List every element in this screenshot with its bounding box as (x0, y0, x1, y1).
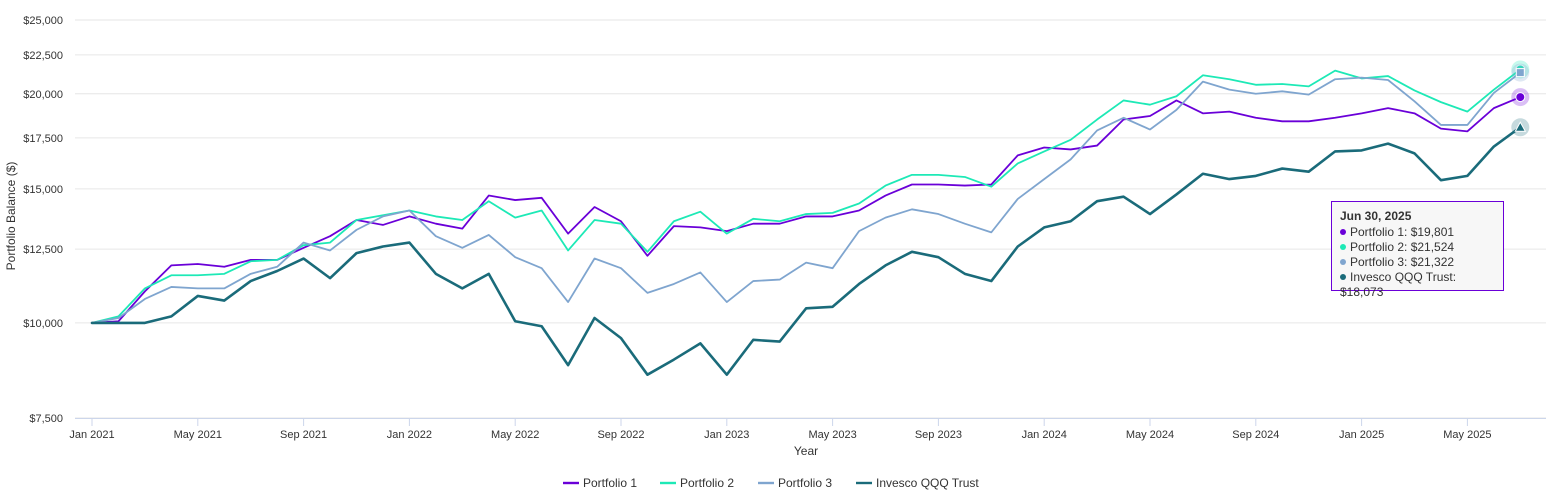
y-tick-label: $12,500 (23, 244, 63, 256)
tooltip-line-portfolio-2: Portfolio 2: $21,524 (1340, 240, 1495, 255)
x-tick-label: May 2022 (491, 429, 539, 441)
tooltip-text: Portfolio 1: $19,801 (1350, 225, 1455, 239)
marker-triangle-icon (1514, 121, 1527, 132)
x-tick-label: May 2023 (808, 429, 856, 441)
legend-label: Portfolio 1 (583, 476, 637, 490)
portfolio-2-dot-icon (1340, 243, 1346, 250)
y-tick-label: $20,000 (23, 89, 63, 101)
legend[interactable]: Portfolio 1 Portfolio 2 Portfolio 3 Invesco… (563, 476, 979, 490)
x-tick-label: May 2025 (1443, 429, 1491, 441)
series-line-invesco-qqq-trust (90, 125, 1522, 376)
tooltip-text: Invesco QQQ Trust: $18,073 (1340, 270, 1457, 299)
x-tick-label: Sep 2022 (597, 429, 644, 441)
y-tick-label: $17,500 (23, 133, 63, 145)
y-tick-label: $22,500 (23, 50, 63, 62)
tooltip-line-portfolio-3: Portfolio 3: $21,322 (1340, 255, 1495, 270)
y-tick-label: $10,000 (23, 318, 63, 330)
legend-item-invesco-qqq-trust[interactable]: Invesco QQQ Trust (856, 476, 979, 490)
series-line-portfolio-2 (91, 68, 1522, 324)
x-axis-title: Year (794, 444, 818, 458)
tooltip-line-portfolio-1: Portfolio 1: $19,801 (1340, 225, 1495, 240)
x-tick-label: May 2024 (1126, 429, 1174, 441)
legend-label: Invesco QQQ Trust (876, 476, 979, 490)
x-tick-label: Sep 2024 (1232, 429, 1279, 441)
y-axis-title: Portfolio Balance ($) (4, 162, 18, 271)
x-tick-label: Jan 2023 (704, 429, 749, 441)
x-tick-label: Jan 2025 (1339, 429, 1384, 441)
tooltip-text: Portfolio 3: $21,322 (1350, 255, 1455, 269)
marker-square-icon (1515, 68, 1525, 78)
y-tick-label: $25,000 (23, 15, 63, 27)
portfolio-3-dot-icon (1340, 258, 1346, 265)
x-tick-label: Jan 2024 (1022, 429, 1067, 441)
y-tick-label: $7,500 (29, 413, 63, 425)
series-lines (90, 68, 1522, 376)
legend-item-portfolio-2[interactable]: Portfolio 2 (660, 476, 734, 490)
hover-tooltip: Jun 30, 2025 Portfolio 1: $19,801 Portfo… (1331, 201, 1504, 299)
x-tick-label: Sep 2023 (915, 429, 962, 441)
portfolio-1-dot-icon (1340, 228, 1346, 235)
hover-markers (1511, 60, 1530, 137)
axes: $7,500 $10,000 $12,500 $15,000 $17,500 $20,00… (23, 15, 1546, 441)
x-tick-label: Sep 2021 (280, 429, 327, 441)
x-tick-label: Jan 2022 (387, 429, 432, 441)
y-tick-label: $15,000 (23, 184, 63, 196)
x-tick-label: May 2021 (174, 429, 222, 441)
tooltip-line-qqq: Invesco QQQ Trust: $18,073 (1340, 270, 1495, 300)
tooltip-text: Portfolio 2: $21,524 (1350, 240, 1455, 254)
legend-label: Portfolio 2 (680, 476, 734, 490)
legend-item-portfolio-1[interactable]: Portfolio 1 (563, 476, 637, 490)
series-line-portfolio-1 (91, 96, 1522, 324)
series-line-portfolio-3 (91, 71, 1522, 324)
x-tick-label: Jan 2021 (69, 429, 114, 441)
legend-label: Portfolio 3 (778, 476, 832, 490)
tooltip-title: Jun 30, 2025 (1340, 209, 1412, 223)
qqq-dot-icon (1340, 273, 1346, 280)
marker-circle-icon (1515, 92, 1526, 103)
legend-item-portfolio-3[interactable]: Portfolio 3 (758, 476, 832, 490)
gridlines (75, 19, 1546, 419)
